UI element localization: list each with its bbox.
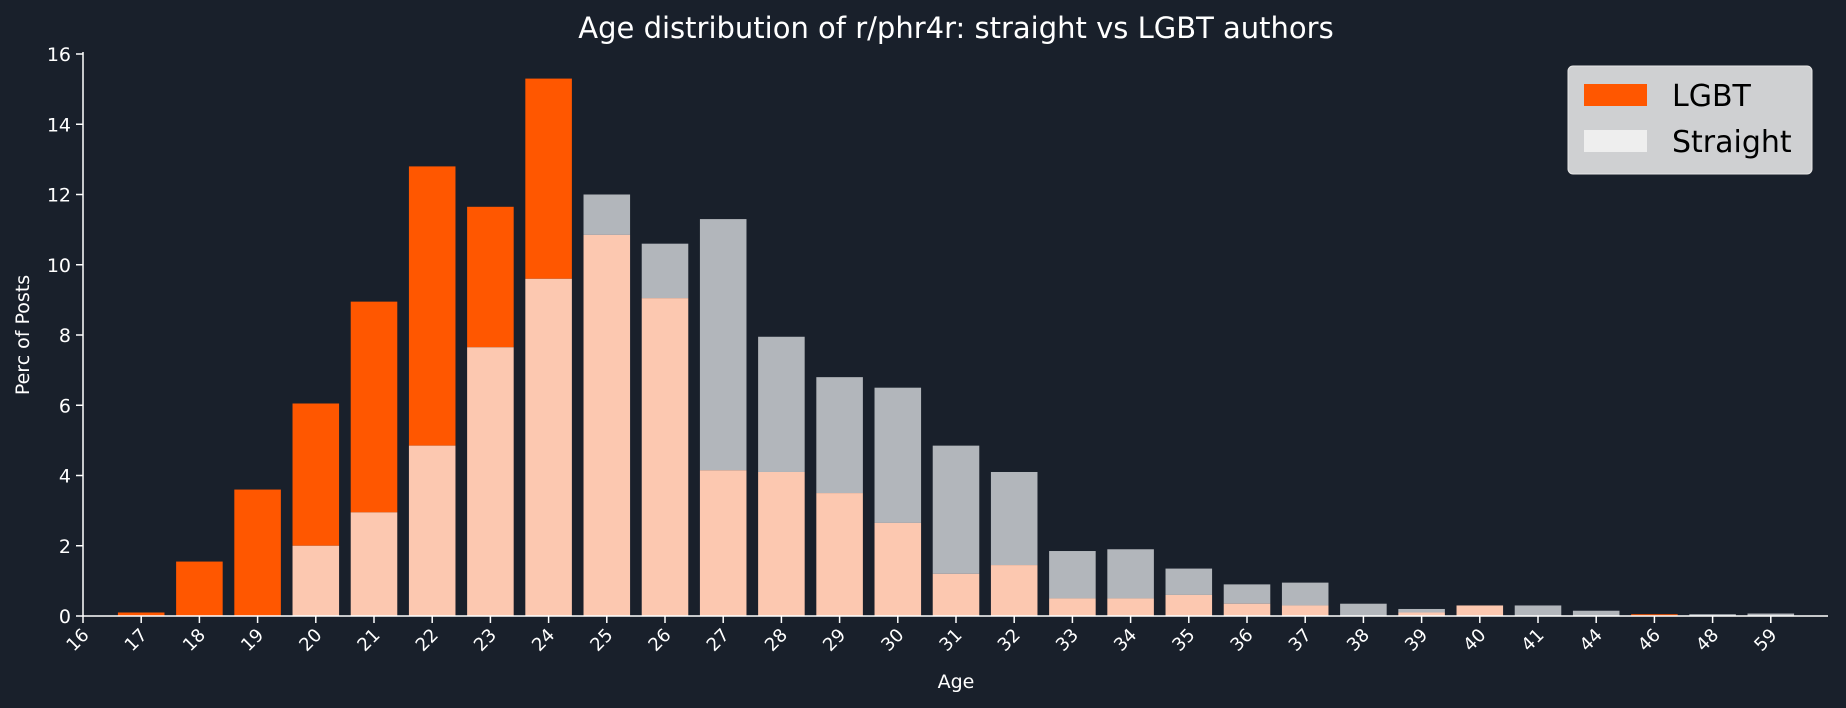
legend-swatch-straight [1584, 130, 1647, 152]
x-tick-label-48: 48 [1692, 625, 1723, 656]
x-tick-label-31: 31 [935, 625, 966, 656]
x-tick-label-30: 30 [877, 625, 908, 656]
x-tick-label-24: 24 [528, 625, 559, 656]
y-tick-label-16: 16 [47, 44, 71, 66]
bar-upper-36 [1223, 584, 1271, 604]
x-tick-label-20: 20 [295, 625, 326, 656]
x-tick-label-29: 29 [819, 625, 850, 656]
x-tick-label-32: 32 [994, 625, 1025, 656]
x-tick-label-26: 26 [644, 625, 675, 656]
x-tick-label-34: 34 [1110, 625, 1141, 656]
bar-upper-28 [758, 336, 805, 472]
y-tick-label-8: 8 [59, 325, 71, 347]
bar-overlap-39 [1398, 612, 1445, 616]
x-tick-label-38: 38 [1343, 625, 1374, 656]
y-axis-label: Perc of Posts [12, 275, 34, 395]
x-tick-label-19: 19 [237, 625, 268, 656]
bar-overlap-30 [874, 522, 922, 616]
bar-overlap-25 [583, 234, 631, 617]
x-tick-label-37: 37 [1285, 625, 1316, 656]
bar-upper-23 [467, 206, 514, 348]
y-tick-label-0: 0 [59, 606, 71, 628]
y-tick-label-4: 4 [59, 466, 71, 488]
bar-upper-39 [1398, 608, 1445, 613]
x-tick-label-36: 36 [1226, 625, 1257, 656]
bar-upper-44 [1572, 610, 1620, 616]
bar-upper-33 [1049, 551, 1096, 599]
bar-upper-18 [176, 561, 223, 616]
x-tick-label-21: 21 [353, 625, 384, 656]
bar-upper-30 [874, 387, 922, 523]
x-tick-label-22: 22 [412, 625, 443, 656]
bar-upper-34 [1107, 549, 1154, 599]
legend: LGBT Straight [1567, 65, 1813, 175]
bar-upper-46 [1631, 614, 1678, 616]
x-axis-label: Age [938, 671, 975, 693]
bar-upper-24 [525, 78, 572, 279]
bar-overlap-31 [932, 573, 980, 616]
x-tick-label-25: 25 [586, 625, 617, 656]
bar-upper-48 [1689, 614, 1736, 616]
y-tick-label-14: 14 [47, 114, 71, 136]
bar-overlap-37 [1281, 605, 1329, 616]
bar-overlap-21 [350, 512, 398, 616]
bar-upper-41 [1514, 605, 1562, 616]
bar-overlap-34 [1107, 598, 1154, 616]
x-tick-label-59: 59 [1750, 625, 1781, 656]
legend-label-straight: Straight [1672, 125, 1792, 160]
bar-upper-32 [990, 471, 1038, 566]
x-tick-label-44: 44 [1576, 625, 1607, 656]
bar-upper-17 [117, 612, 165, 616]
bar-upper-31 [932, 445, 980, 574]
x-tick-label-27: 27 [703, 625, 734, 656]
bar-overlap-28 [758, 471, 805, 616]
bar-upper-19 [234, 489, 281, 616]
chart-title: Age distribution of r/phr4r: straight vs… [578, 11, 1333, 45]
bar-upper-26 [641, 243, 689, 299]
x-tick-label-41: 41 [1517, 625, 1548, 656]
bar-upper-59 [1747, 613, 1795, 616]
y-tick-label-10: 10 [47, 255, 71, 277]
legend-label-lgbt: LGBT [1672, 79, 1752, 114]
x-tick-label-17: 17 [121, 625, 152, 656]
y-tick-label-12: 12 [47, 185, 71, 207]
bar-overlap-40 [1456, 605, 1504, 616]
bar-overlap-20 [292, 545, 340, 616]
x-tick-label-46: 46 [1634, 625, 1665, 656]
x-tick-label-23: 23 [470, 625, 501, 656]
bar-upper-38 [1340, 603, 1387, 616]
bar-overlap-29 [816, 493, 863, 616]
x-tick-label-33: 33 [1052, 625, 1083, 656]
bar-upper-27 [699, 219, 747, 471]
x-tick-label-35: 35 [1168, 625, 1199, 656]
bar-overlap-22 [408, 445, 456, 616]
x-tick-label-40: 40 [1459, 625, 1490, 656]
y-tick-label-2: 2 [59, 536, 71, 558]
bar-upper-35 [1165, 568, 1213, 595]
bar-upper-25 [583, 194, 631, 235]
bar-overlap-23 [467, 347, 514, 616]
x-tick-label-16: 16 [62, 625, 93, 656]
bar-overlap-32 [990, 565, 1038, 616]
bar-overlap-35 [1165, 594, 1213, 616]
bar-upper-29 [816, 377, 863, 494]
bar-overlap-33 [1049, 598, 1096, 616]
bars-group [117, 78, 1795, 617]
y-tick-label-6: 6 [59, 395, 71, 417]
bar-upper-20 [292, 403, 340, 546]
bar-overlap-24 [525, 278, 572, 616]
bar-upper-21 [350, 301, 398, 513]
x-tick-label-28: 28 [761, 625, 792, 656]
x-tick-label-39: 39 [1401, 625, 1432, 656]
legend-swatch-lgbt [1584, 84, 1647, 106]
x-tick-label-18: 18 [179, 625, 210, 656]
bar-overlap-26 [641, 298, 689, 616]
bar-upper-22 [408, 166, 456, 446]
bar-upper-37 [1281, 582, 1329, 606]
bar-overlap-27 [699, 470, 747, 616]
bar-overlap-36 [1223, 603, 1271, 616]
